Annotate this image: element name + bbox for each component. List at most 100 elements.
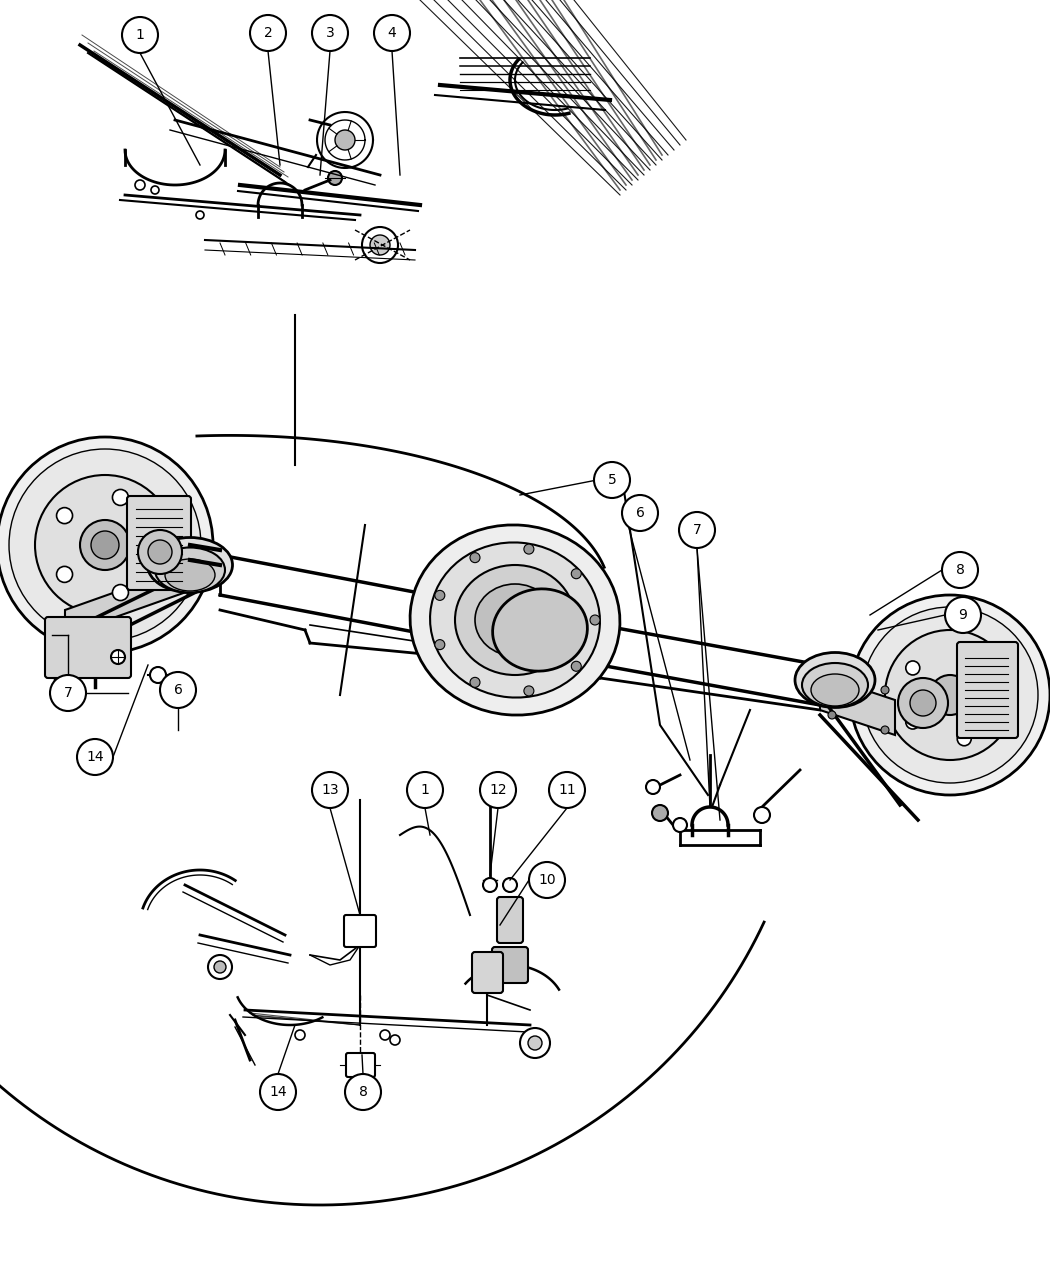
Circle shape [312, 15, 348, 51]
Circle shape [435, 590, 445, 601]
Text: 14: 14 [269, 1085, 287, 1099]
Circle shape [80, 620, 90, 630]
Circle shape [122, 17, 158, 54]
Circle shape [112, 584, 128, 601]
Text: 9: 9 [959, 608, 967, 622]
Circle shape [328, 171, 342, 185]
Circle shape [0, 437, 213, 653]
Circle shape [196, 210, 204, 219]
Circle shape [35, 476, 175, 615]
Ellipse shape [430, 542, 600, 697]
Ellipse shape [802, 663, 868, 708]
Circle shape [214, 961, 226, 973]
Circle shape [989, 688, 1003, 703]
Circle shape [571, 569, 582, 579]
Circle shape [673, 819, 687, 833]
Circle shape [147, 537, 163, 553]
Circle shape [906, 715, 920, 729]
Text: 6: 6 [635, 506, 645, 520]
Circle shape [898, 678, 948, 728]
Circle shape [150, 667, 166, 683]
Text: 4: 4 [387, 26, 397, 40]
Text: 7: 7 [64, 686, 72, 700]
Circle shape [652, 805, 668, 821]
Circle shape [945, 597, 981, 632]
FancyBboxPatch shape [492, 947, 528, 983]
Circle shape [942, 552, 978, 588]
Circle shape [77, 740, 113, 775]
Text: 7: 7 [693, 523, 701, 537]
Circle shape [370, 235, 390, 255]
Text: 3: 3 [326, 26, 334, 40]
Circle shape [483, 878, 497, 892]
FancyBboxPatch shape [344, 915, 376, 947]
Text: 14: 14 [86, 750, 104, 764]
Ellipse shape [155, 547, 225, 593]
Ellipse shape [795, 653, 875, 708]
Circle shape [850, 595, 1050, 796]
Text: 6: 6 [173, 683, 183, 697]
Circle shape [622, 495, 658, 530]
Circle shape [754, 807, 770, 822]
Circle shape [362, 227, 398, 263]
Circle shape [831, 671, 839, 680]
Circle shape [503, 878, 517, 892]
Text: 5: 5 [608, 473, 616, 487]
Circle shape [260, 1074, 296, 1111]
Circle shape [906, 660, 920, 674]
Circle shape [571, 662, 582, 671]
Circle shape [148, 541, 172, 564]
Circle shape [910, 690, 936, 717]
Text: 12: 12 [489, 783, 507, 797]
Circle shape [958, 732, 971, 746]
Circle shape [958, 644, 971, 658]
FancyBboxPatch shape [45, 617, 131, 678]
Circle shape [335, 130, 355, 150]
Circle shape [590, 615, 600, 625]
Text: 8: 8 [358, 1085, 367, 1099]
Ellipse shape [165, 558, 215, 592]
Text: 10: 10 [539, 873, 555, 887]
FancyBboxPatch shape [957, 643, 1018, 738]
FancyBboxPatch shape [472, 952, 503, 993]
Ellipse shape [492, 589, 587, 671]
Text: 2: 2 [264, 26, 272, 40]
Circle shape [529, 862, 565, 898]
Circle shape [549, 771, 585, 808]
Circle shape [151, 186, 159, 194]
Circle shape [374, 15, 410, 51]
Text: 1: 1 [135, 28, 145, 42]
Circle shape [80, 520, 130, 570]
Circle shape [828, 711, 836, 719]
Circle shape [9, 449, 201, 641]
Ellipse shape [811, 674, 859, 706]
Circle shape [380, 1030, 390, 1040]
Circle shape [160, 672, 196, 708]
Circle shape [594, 462, 630, 499]
Circle shape [524, 686, 533, 696]
Circle shape [480, 771, 516, 808]
Circle shape [407, 771, 443, 808]
Circle shape [50, 674, 86, 711]
Circle shape [57, 566, 72, 583]
Circle shape [885, 630, 1015, 760]
FancyBboxPatch shape [127, 496, 191, 590]
Circle shape [862, 607, 1038, 783]
Circle shape [881, 725, 889, 734]
Circle shape [528, 1037, 542, 1051]
Polygon shape [65, 555, 220, 635]
FancyBboxPatch shape [497, 898, 523, 944]
Ellipse shape [147, 538, 232, 593]
Text: 13: 13 [321, 783, 339, 797]
Text: 8: 8 [956, 564, 965, 578]
Circle shape [930, 674, 970, 715]
Circle shape [520, 1028, 550, 1058]
Circle shape [390, 1035, 400, 1046]
Circle shape [345, 1074, 381, 1111]
Circle shape [91, 530, 119, 558]
Ellipse shape [475, 584, 555, 657]
Circle shape [112, 490, 128, 505]
Circle shape [208, 955, 232, 979]
Circle shape [881, 686, 889, 694]
Circle shape [470, 677, 480, 687]
